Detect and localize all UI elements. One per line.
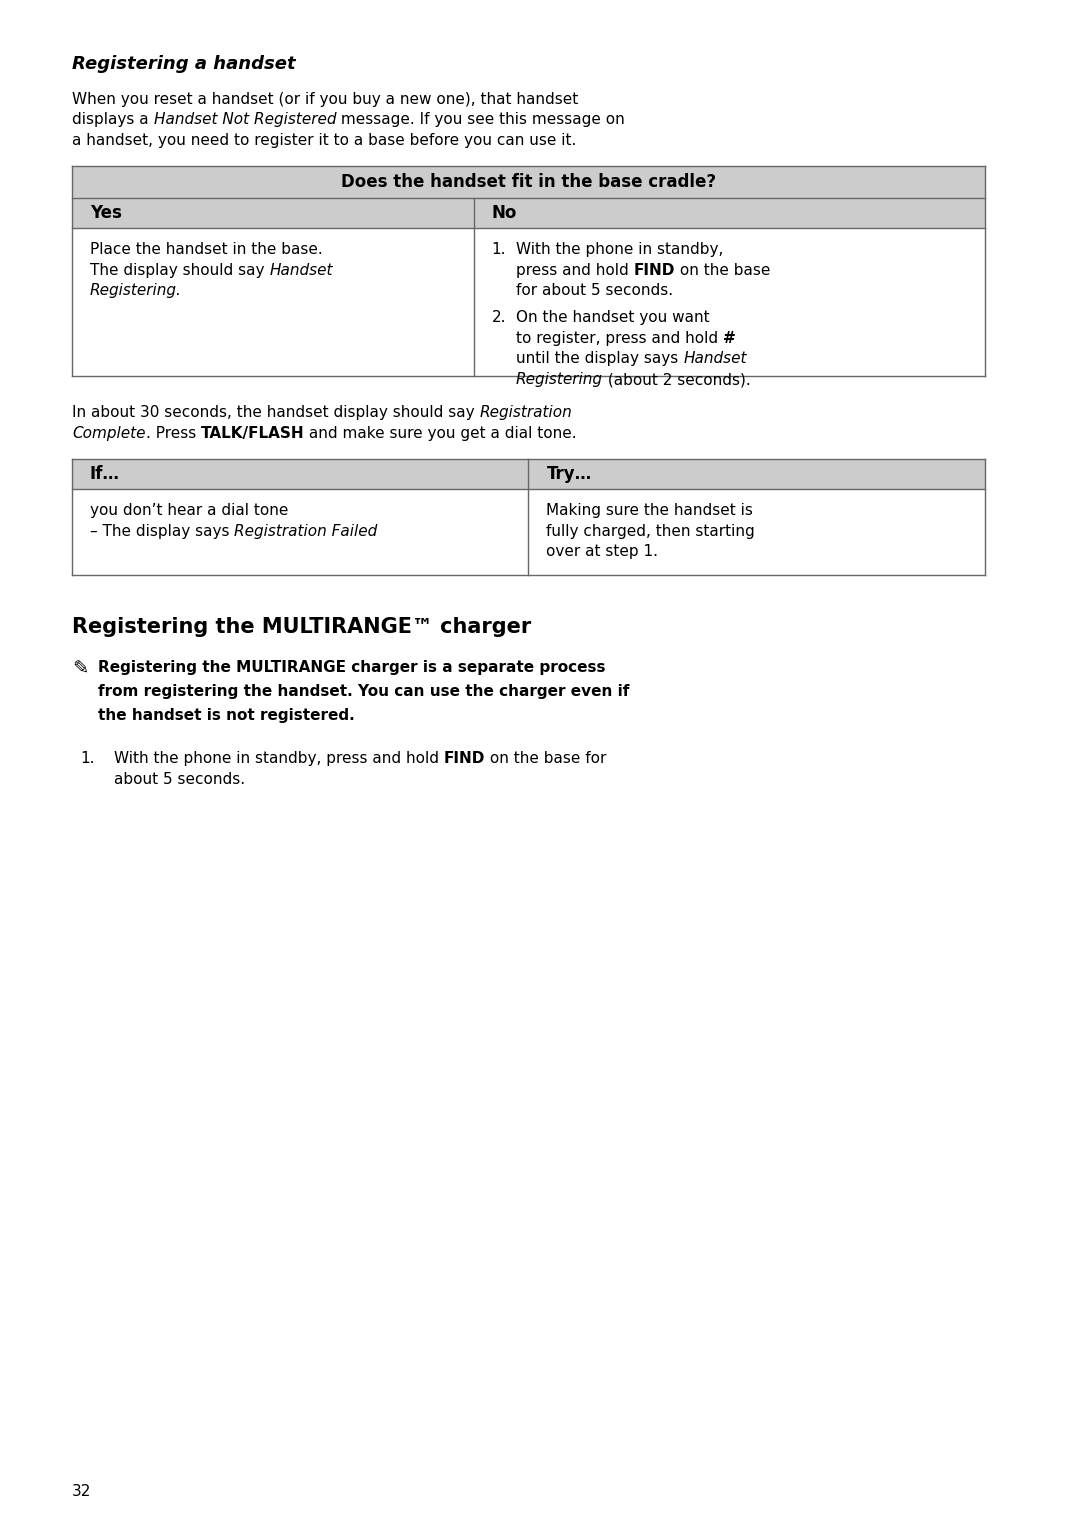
Text: ✎: ✎ bbox=[72, 659, 89, 679]
Text: FIND: FIND bbox=[444, 752, 485, 766]
Text: In about 30 seconds, the handset display should say: In about 30 seconds, the handset display… bbox=[72, 405, 480, 420]
Text: Making sure the handset is: Making sure the handset is bbox=[546, 504, 754, 517]
Text: on the base: on the base bbox=[675, 263, 770, 277]
Text: from registering the handset. You can use the charger even if: from registering the handset. You can us… bbox=[98, 683, 630, 699]
Bar bbox=[72, 166, 985, 198]
Text: With the phone in standby,: With the phone in standby, bbox=[516, 242, 724, 257]
Text: No: No bbox=[491, 204, 517, 222]
Text: Does the handset fit in the base cradle?: Does the handset fit in the base cradle? bbox=[341, 174, 716, 190]
Text: Try…: Try… bbox=[546, 464, 592, 482]
Text: #: # bbox=[723, 330, 735, 345]
Text: press and hold: press and hold bbox=[516, 263, 634, 277]
Text: Place the handset in the base.: Place the handset in the base. bbox=[90, 242, 323, 257]
Text: When you reset a handset (or if you buy a new one), that handset: When you reset a handset (or if you buy … bbox=[72, 91, 578, 107]
Text: you don’t hear a dial tone: you don’t hear a dial tone bbox=[90, 504, 288, 517]
Bar bbox=[72, 489, 985, 575]
Text: to register, press and hold: to register, press and hold bbox=[516, 330, 723, 345]
Text: If…: If… bbox=[90, 464, 120, 482]
Text: 1.: 1. bbox=[80, 752, 95, 766]
Text: Registering: Registering bbox=[516, 371, 603, 387]
Text: 32: 32 bbox=[72, 1484, 92, 1499]
Text: Complete: Complete bbox=[72, 426, 146, 441]
Text: Registering a handset: Registering a handset bbox=[72, 55, 296, 73]
Text: Registering the MULTIRANGE charger is a separate process: Registering the MULTIRANGE charger is a … bbox=[98, 659, 606, 674]
Text: 1.: 1. bbox=[491, 242, 507, 257]
Text: for about 5 seconds.: for about 5 seconds. bbox=[516, 283, 673, 298]
Text: Yes: Yes bbox=[90, 204, 122, 222]
Text: Registration: Registration bbox=[480, 405, 572, 420]
Bar bbox=[72, 198, 985, 228]
Text: and make sure you get a dial tone.: and make sure you get a dial tone. bbox=[305, 426, 577, 441]
Text: displays a: displays a bbox=[72, 113, 153, 128]
Text: On the handset you want: On the handset you want bbox=[516, 310, 710, 326]
Text: Registration Failed: Registration Failed bbox=[234, 524, 378, 539]
Text: until the display says: until the display says bbox=[516, 352, 683, 367]
Bar bbox=[72, 458, 985, 489]
Bar bbox=[72, 228, 985, 376]
Text: on the base for: on the base for bbox=[485, 752, 607, 766]
Text: Registering.: Registering. bbox=[90, 283, 181, 298]
Text: fully charged, then starting: fully charged, then starting bbox=[546, 524, 755, 539]
Text: over at step 1.: over at step 1. bbox=[546, 545, 659, 559]
Text: the handset is not registered.: the handset is not registered. bbox=[98, 708, 354, 723]
Text: – The display says: – The display says bbox=[90, 524, 234, 539]
Text: The display should say: The display should say bbox=[90, 263, 269, 277]
Text: (about 2 seconds).: (about 2 seconds). bbox=[603, 371, 751, 387]
Text: FIND: FIND bbox=[634, 263, 675, 277]
Text: message. If you see this message on: message. If you see this message on bbox=[336, 113, 624, 128]
Text: about 5 seconds.: about 5 seconds. bbox=[114, 772, 245, 787]
Text: a handset, you need to register it to a base before you can use it.: a handset, you need to register it to a … bbox=[72, 132, 577, 148]
Text: Handset Not Registered: Handset Not Registered bbox=[153, 113, 336, 128]
Text: Handset: Handset bbox=[269, 263, 333, 277]
Text: TALK/FLASH: TALK/FLASH bbox=[201, 426, 305, 441]
Text: Handset: Handset bbox=[683, 352, 746, 367]
Text: . Press: . Press bbox=[146, 426, 201, 441]
Text: Registering the MULTIRANGE™ charger: Registering the MULTIRANGE™ charger bbox=[72, 618, 531, 638]
Text: 2.: 2. bbox=[491, 310, 507, 326]
Text: With the phone in standby, press and hold: With the phone in standby, press and hol… bbox=[114, 752, 444, 766]
